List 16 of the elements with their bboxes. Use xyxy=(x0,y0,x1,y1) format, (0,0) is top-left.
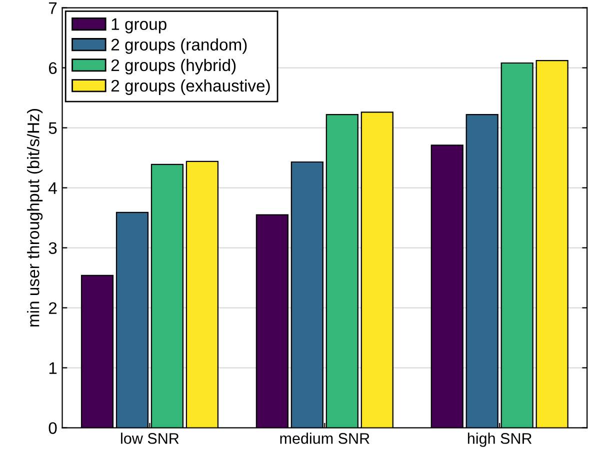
y-tick-label: 1 xyxy=(49,362,57,374)
y-tick-label: 3 xyxy=(48,242,57,254)
legend-label: 2 groups (exhaustive) xyxy=(111,79,270,95)
y-tick-label: 0 xyxy=(48,422,57,434)
legend-label: 2 groups (random) xyxy=(111,38,247,54)
y-axis-title: min user throughput (bit/s/Hz) xyxy=(27,109,43,326)
legend-label: 1 group xyxy=(112,18,166,34)
x-tick-label: low SNR xyxy=(121,432,179,444)
y-tick-label: 4 xyxy=(48,182,57,194)
y-tick-label: 5 xyxy=(48,122,57,134)
x-tick-label: medium SNR xyxy=(280,432,370,444)
y-tick-label: 2 xyxy=(48,302,57,314)
legend-label: 2 groups (hybrid) xyxy=(111,58,236,74)
x-tick-label: high SNR xyxy=(468,432,532,447)
y-tick-label: 7 xyxy=(48,2,57,14)
y-tick-label: 6 xyxy=(48,62,57,74)
